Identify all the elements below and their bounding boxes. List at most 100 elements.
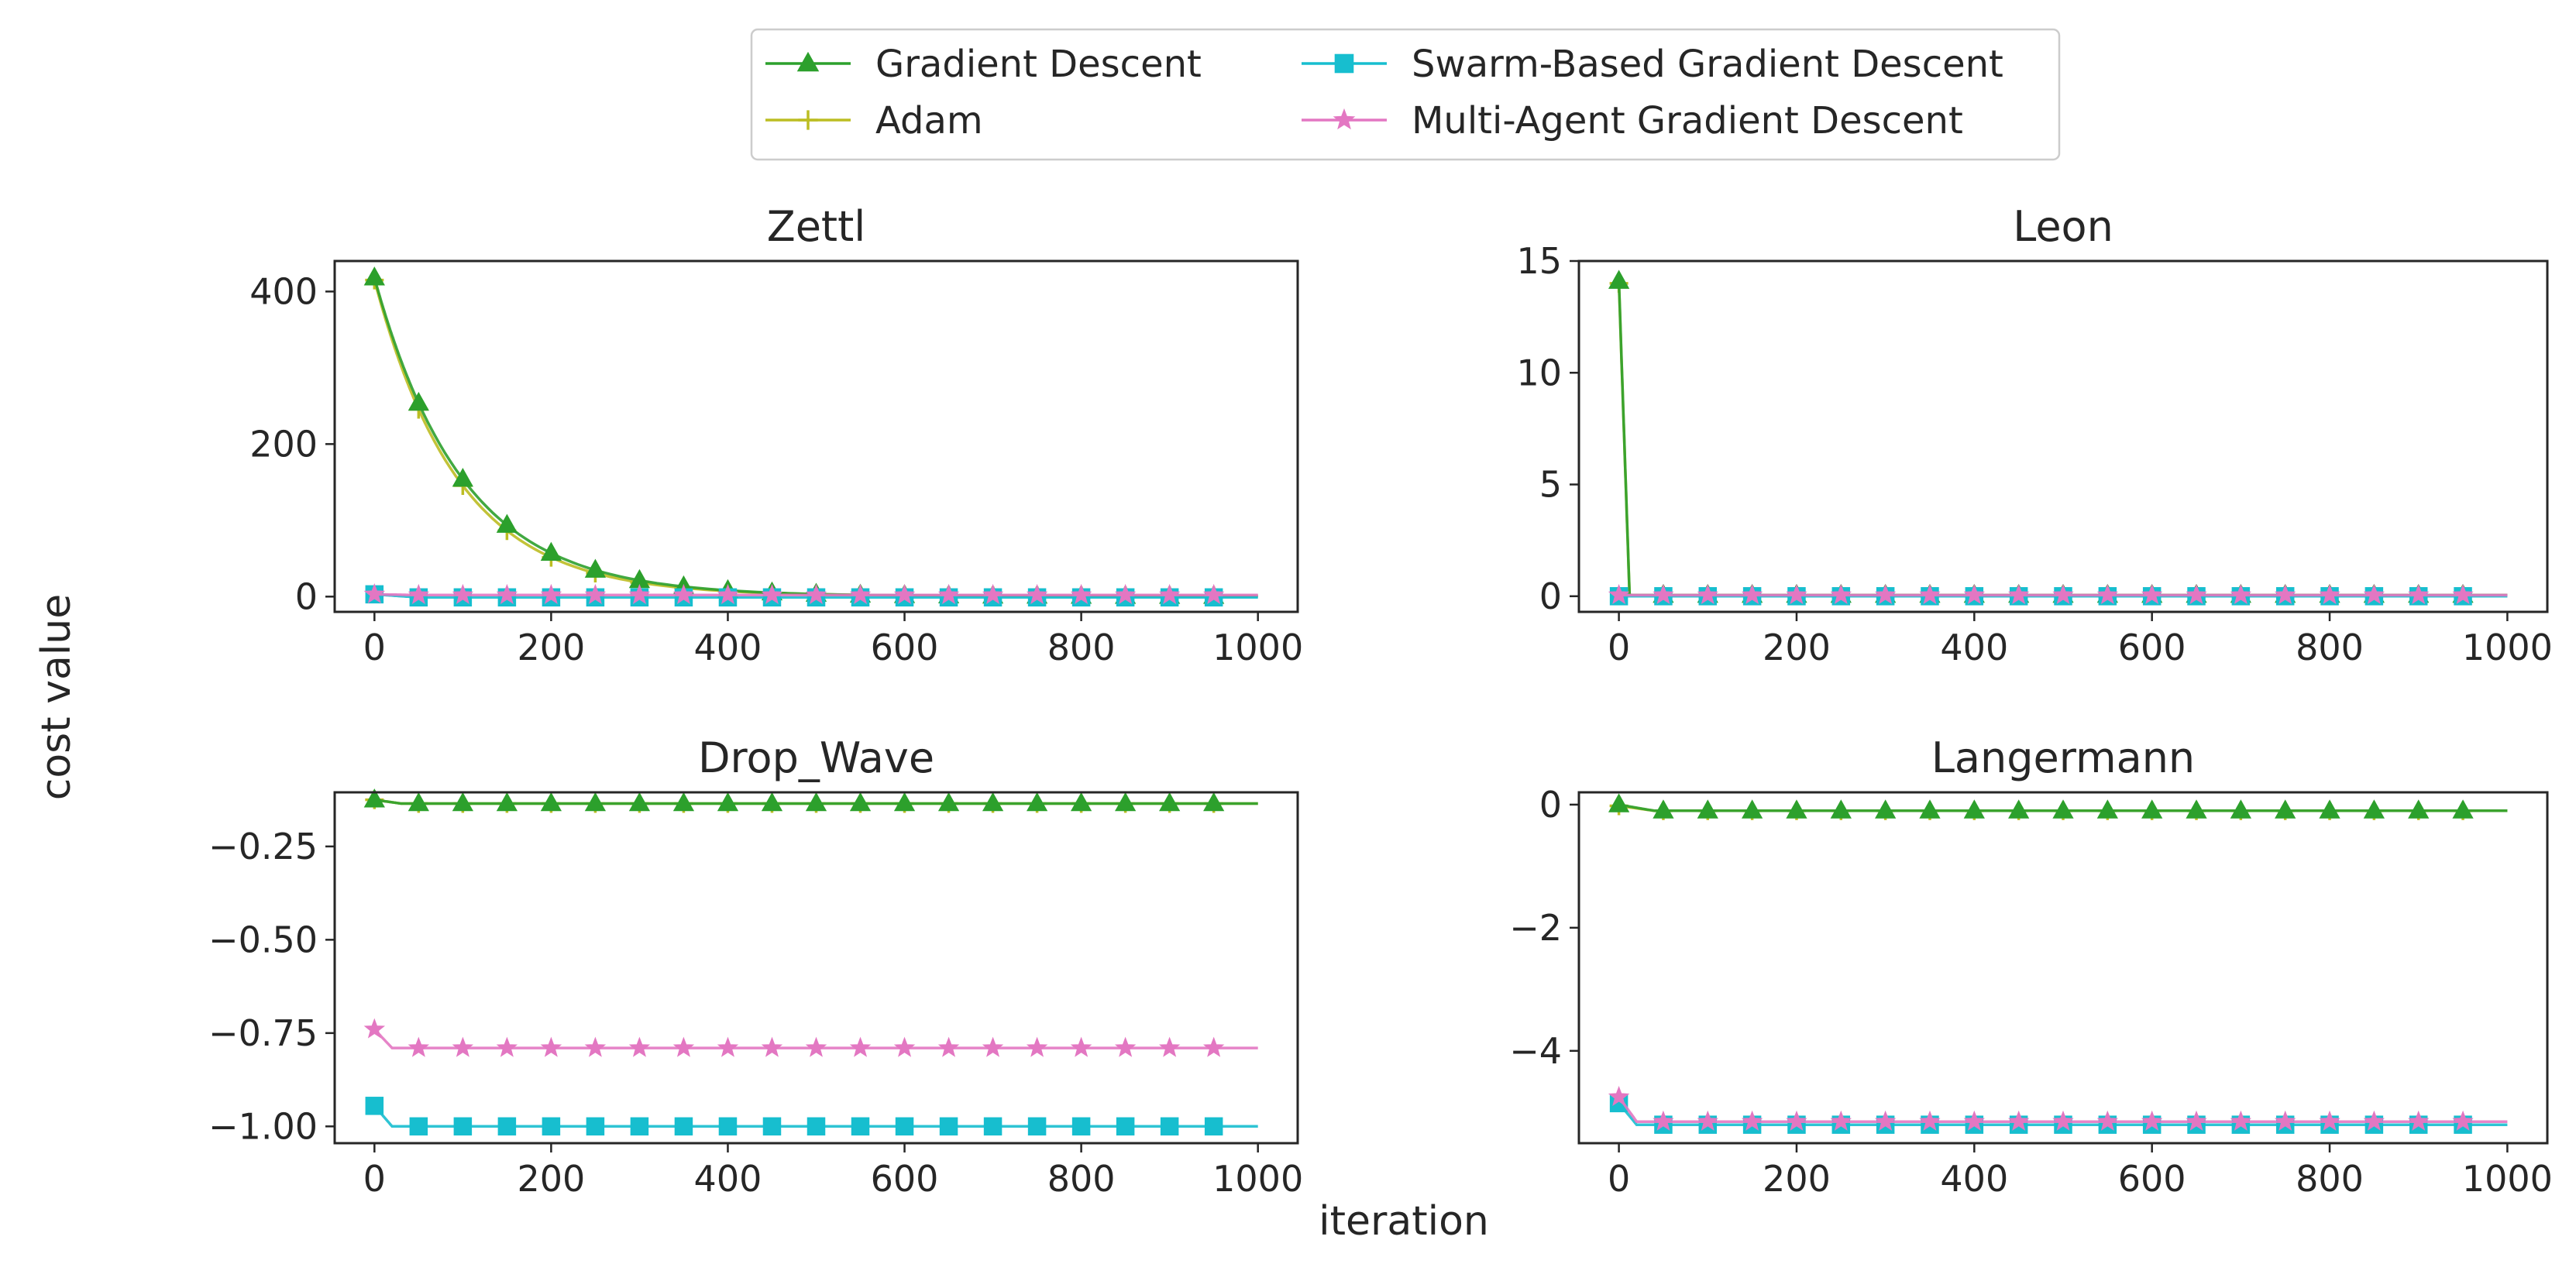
marker-magd [761,583,783,605]
legend-label-sbgd: Swarm-Based Gradient Descent [1412,43,2003,86]
marker-magd [1608,1085,1630,1107]
marker-magd [893,583,916,605]
marker-magd [2452,1110,2474,1131]
marker-magd [1874,583,1897,605]
marker-gd [496,514,518,533]
marker-gd [1203,792,1225,812]
marker-magd [408,1036,430,1057]
y-tick-label: 0 [1539,575,1562,617]
marker-magd [1697,583,1718,605]
marker-gd [2141,799,2163,819]
marker-magd [1963,1110,1986,1131]
marker-magd [2319,583,2340,605]
marker-gd [717,792,739,812]
x-axis-label: iteration [1319,1198,1489,1245]
marker-magd [584,583,607,605]
y-tick-label: −0.75 [208,1012,318,1054]
marker-magd [408,583,430,605]
marker-magd [2052,1110,2074,1131]
marker-sbgd [409,1117,428,1136]
marker-magd [2186,583,2207,605]
series-magd [363,1018,1258,1057]
marker-gd [1963,799,1985,819]
x-tick-label: 400 [694,1158,762,1200]
x-tick-label: 200 [1763,1158,1831,1200]
marker-magd [2230,1110,2252,1131]
marker-sbgd [365,1097,384,1115]
marker-magd [2096,1110,2119,1131]
marker-gd [805,792,827,812]
marker-magd [363,582,386,604]
marker-magd [805,583,827,605]
marker-magd [1158,1036,1181,1057]
marker-sbgd [542,1117,561,1136]
marker-gd [1653,799,1674,819]
subplot-title: Leon [2013,202,2113,251]
x-tick-label: 800 [1047,1158,1116,1200]
subplot-leon: Leon 0 200 400 600 800 1000 0 5 10 15 [1516,202,2552,668]
marker-magd [1114,1036,1137,1057]
marker-gd [408,792,429,812]
marker-sbgd [1027,1117,1047,1136]
y-tick-label: 400 [249,270,318,312]
y-tick-label: −2 [1509,907,1562,949]
legend: Gradient Descent Adam Swarm-Based Gradient… [750,28,2061,161]
marker-magd [937,583,960,605]
marker-magd [672,583,695,605]
marker-magd [2141,583,2163,605]
marker-sbgd [895,1117,914,1136]
marker-gd [2230,799,2251,819]
marker-magd [717,583,739,605]
marker-magd [2230,583,2252,605]
marker-magd [1874,1110,1897,1131]
marker-sbgd [983,1117,1003,1136]
marker-magd [893,1036,916,1057]
marker-magd [1653,583,1674,605]
marker-gd [2275,799,2296,819]
axes-frame [1577,791,2549,1145]
x-tick-label: 200 [1763,627,1831,668]
x-tick-label: 0 [363,627,386,668]
x-tick-label: 800 [1047,627,1116,668]
marker-magd [1202,1036,1225,1057]
marker-magd [496,583,518,605]
legend-frame [750,28,2061,161]
marker-gd [672,792,695,812]
marker-magd [1070,583,1092,605]
marker-sbgd [1116,1117,1135,1136]
marker-magd [937,1036,960,1057]
y-tick-label: 0 [1539,784,1562,826]
x-tick-label: 1000 [1212,627,1303,668]
x-tick-label: 600 [871,1158,939,1200]
marker-gd [937,792,960,812]
legend-marker-magd [1333,108,1356,130]
marker-magd [2096,583,2119,605]
marker-sbgd [674,1117,693,1136]
x-tick-label: 600 [2118,627,2186,668]
marker-gd [1115,792,1137,812]
marker-magd [2186,1110,2207,1131]
marker-gd [2363,799,2385,819]
x-tick-label: 800 [2296,1158,2364,1200]
x-tick-label: 1000 [1212,1158,1303,1200]
series-gd [363,788,1258,812]
marker-gd [1786,799,1807,819]
marker-magd [2408,1110,2430,1131]
marker-gd [363,788,385,808]
y-tick-label: 5 [1539,464,1562,506]
marker-magd [1741,1110,1763,1131]
marker-magd [1653,1110,1674,1131]
marker-gd [1608,793,1630,812]
marker-gd [2096,799,2118,819]
marker-gd [982,792,1004,812]
y-tick-label: 0 [295,575,318,617]
marker-magd [1070,1036,1092,1057]
marker-gd [1697,799,1718,819]
marker-magd [1114,583,1137,605]
marker-sbgd [718,1117,738,1136]
legend-marker-adam [798,110,818,130]
x-tick-label: 400 [1940,627,2008,668]
marker-gd [2319,799,2340,819]
marker-gd [584,792,607,812]
legend-entry-magd: Multi-Agent Gradient Descent [1302,99,1963,143]
